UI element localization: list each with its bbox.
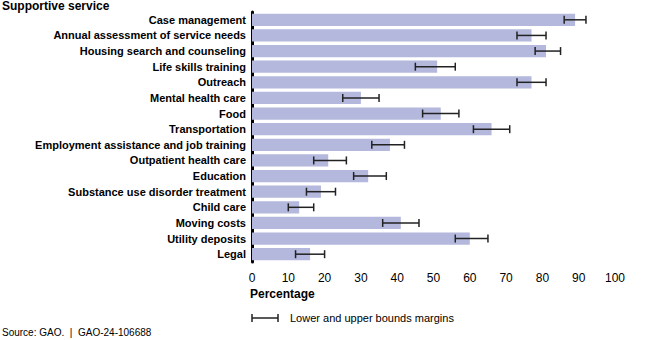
svg-text:Percentage: Percentage: [250, 287, 315, 301]
svg-text:70: 70: [499, 271, 513, 285]
svg-text:Transportation: Transportation: [169, 123, 246, 135]
svg-text:Lower and upper bounds margins: Lower and upper bounds margins: [290, 312, 454, 324]
svg-text:Life skills training: Life skills training: [152, 61, 246, 73]
svg-text:Housing search and counseling: Housing search and counseling: [80, 45, 246, 57]
svg-text:Source: GAO. | GAO-24-106688: Source: GAO. | GAO-24-106688: [2, 327, 152, 338]
svg-text:40: 40: [391, 271, 405, 285]
svg-text:Supportive service: Supportive service: [2, 0, 110, 13]
svg-text:60: 60: [463, 271, 477, 285]
svg-text:Child care: Child care: [193, 201, 246, 213]
svg-text:Employment assistance and job: Employment assistance and job training: [35, 139, 246, 151]
svg-text:30: 30: [354, 271, 368, 285]
svg-text:Annual assessment of service n: Annual assessment of service needs: [53, 29, 246, 41]
svg-text:10: 10: [282, 271, 296, 285]
svg-text:90: 90: [572, 271, 586, 285]
svg-text:Mental health care: Mental health care: [150, 92, 246, 104]
svg-text:20: 20: [318, 271, 332, 285]
svg-text:Outpatient health care: Outpatient health care: [130, 154, 246, 166]
svg-text:Case management: Case management: [149, 14, 247, 26]
svg-text:Outreach: Outreach: [198, 76, 247, 88]
svg-text:50: 50: [427, 271, 441, 285]
svg-text:Education: Education: [193, 170, 246, 182]
svg-text:Utility deposits: Utility deposits: [167, 233, 246, 245]
svg-text:100: 100: [605, 271, 625, 285]
svg-text:0: 0: [249, 271, 256, 285]
svg-text:80: 80: [536, 271, 550, 285]
svg-text:Substance use disorder treatme: Substance use disorder treatment: [68, 186, 246, 198]
svg-text:Legal: Legal: [217, 248, 246, 260]
svg-text:Moving costs: Moving costs: [176, 217, 246, 229]
svg-text:Food: Food: [219, 108, 246, 120]
